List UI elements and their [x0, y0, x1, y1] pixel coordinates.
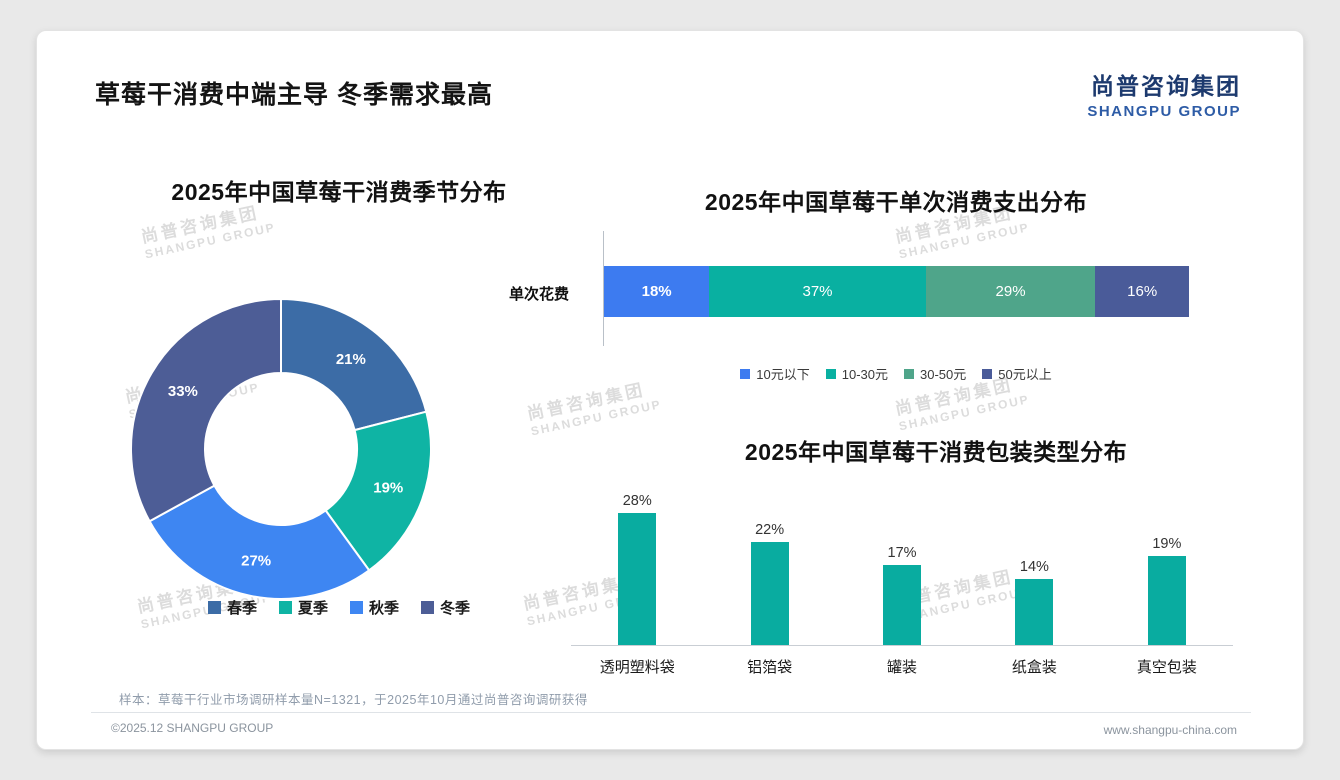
watermark-text-en: SHANGPU GROUP [897, 220, 1031, 262]
bar [1147, 555, 1186, 645]
website-text: www.shangpu-china.com [1103, 723, 1237, 737]
bar-column: 28% [571, 493, 703, 645]
legend-item: 10元以下 [740, 364, 810, 383]
legend-label: 10元以下 [756, 367, 810, 382]
bar-plot-area: 28% 22% 17% 14% 19% [571, 483, 1233, 646]
donut-legend: 春季 夏季 秋季 冬季 [37, 597, 641, 618]
watermark-text-en: SHANGPU GROUP [143, 220, 277, 262]
legend-item: 秋季 [350, 597, 399, 618]
company-logo: 尚普咨询集团 SHANGPU GROUP [1087, 67, 1241, 120]
logo-text-cn: 尚普咨询集团 [1091, 73, 1241, 99]
donut-slice [148, 484, 371, 600]
donut-chart-title: 2025年中国草莓干消费季节分布 [171, 179, 507, 205]
legend-label: 春季 [226, 600, 257, 617]
bar-category-axis: 透明塑料袋 铝箔袋 罐装 纸盒装 真空包装 [571, 646, 1233, 677]
bar [1015, 579, 1054, 645]
stacked-segment: 16% [1095, 266, 1189, 317]
legend-swatch-icon [982, 368, 993, 379]
stacked-chart-title: 2025年中国草莓干单次消费支出分布 [704, 189, 1088, 215]
legend-label: 冬季 [440, 600, 471, 617]
bar-chart: 28% 22% 17% 14% 19% 透明塑料袋 铝箔袋 罐装 纸盒装 真空包装 [571, 483, 1233, 677]
stacked-segment-value: 29% [995, 283, 1026, 300]
legend-label: 10-30元 [841, 367, 888, 382]
bar-value-label: 14% [1019, 559, 1049, 576]
legend-item: 春季 [207, 597, 257, 618]
logo-text-en: SHANGPU GROUP [1087, 103, 1241, 120]
bar-column: 22% [703, 522, 835, 645]
donut-slice [280, 297, 428, 432]
legend-item: 50元以上 [982, 364, 1052, 383]
bar-column: 19% [1101, 536, 1233, 645]
stacked-row-label: 单次花费 [509, 286, 570, 303]
stacked-segment-value: 18% [641, 283, 672, 300]
bar-value-label: 28% [622, 493, 652, 510]
bar [883, 565, 922, 645]
stacked-axis-line [603, 231, 604, 346]
bar-column: 17% [836, 545, 968, 645]
watermark-text-en: SHANGPU GROUP [897, 392, 1031, 434]
bar-value-label: 19% [1152, 535, 1182, 552]
stacked-segment: 29% [925, 266, 1096, 317]
stacked-segment: 18% [604, 266, 710, 317]
bar-category-label: 真空包装 [1136, 659, 1197, 676]
legend-swatch-icon [350, 601, 363, 614]
legend-label: 秋季 [369, 600, 400, 617]
stacked-segment-value: 16% [1127, 283, 1158, 300]
legend-label: 50元以上 [998, 367, 1052, 382]
legend-item: 夏季 [278, 597, 328, 618]
bar-category-label: 罐装 [887, 659, 918, 676]
legend-label: 夏季 [297, 600, 328, 617]
bar-value-label: 17% [887, 545, 917, 562]
bar-value-label: 22% [755, 521, 785, 538]
bar-chart-title: 2025年中国草莓干消费包装类型分布 [744, 439, 1128, 465]
legend-swatch-icon [740, 368, 751, 379]
donut-slice-value: 21% [336, 351, 366, 368]
bar-category-label: 纸盒装 [1011, 659, 1057, 676]
donut-slice-value: 33% [168, 383, 198, 400]
legend-item: 冬季 [421, 597, 470, 618]
legend-swatch-icon [825, 368, 836, 379]
stacked-segment: 37% [709, 266, 926, 317]
donut-slice-value: 27% [241, 552, 271, 569]
stacked-legend: 10元以下 10-30元 30-50元 50元以上 [593, 364, 1199, 383]
legend-label: 30-50元 [920, 367, 967, 382]
donut-chart: 21% 19% 27% 33% [130, 297, 432, 600]
legend-swatch-icon [904, 368, 914, 379]
legend-swatch-icon [421, 601, 435, 614]
legend-item: 30-50元 [904, 364, 966, 383]
legend-swatch-icon [278, 601, 292, 614]
page-title: 草莓干消费中端主导 冬季需求最高 [95, 81, 493, 109]
legend-item: 10-30元 [825, 364, 888, 383]
donut-slice [130, 297, 282, 523]
bar-category-label: 透明塑料袋 [599, 659, 675, 676]
legend-swatch-icon [207, 601, 221, 614]
bar-category-label: 铝箔袋 [747, 659, 793, 676]
donut-slice [324, 410, 432, 572]
stacked-bar-chart: 18% 37% 29% 16% [604, 266, 1189, 317]
copyright-text: ©2025.12 SHANGPU GROUP [111, 721, 274, 735]
sample-footnote: 样本：草莓干行业市场调研样本量N=1321，于2025年10月通过尚普咨询调研获… [119, 693, 588, 707]
bar-column: 14% [968, 559, 1100, 645]
donut-slice-value: 19% [373, 480, 403, 497]
bar [618, 513, 657, 645]
stacked-segment-value: 37% [802, 283, 833, 300]
footer-divider [91, 712, 1251, 713]
bar [750, 541, 789, 645]
